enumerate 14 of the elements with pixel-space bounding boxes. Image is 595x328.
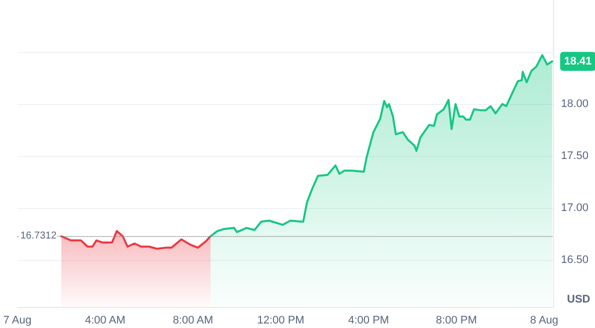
y-tick-label: 17.50 bbox=[561, 150, 589, 162]
y-axis-title: USD bbox=[567, 294, 590, 306]
x-tick-label: 7 Aug bbox=[3, 314, 32, 326]
x-tick-label: 8:00 AM bbox=[172, 314, 214, 326]
y-tick-label: 17.00 bbox=[561, 202, 589, 214]
x-tick-label: 4:00 PM bbox=[348, 314, 390, 326]
y-tick-label: 18.00 bbox=[561, 98, 589, 110]
x-tick-label: 4:00 AM bbox=[85, 314, 126, 326]
annotation: 18.41 bbox=[564, 55, 592, 68]
x-tick-label: 12:00 PM bbox=[257, 314, 304, 326]
ref-line-label: 16.7312 bbox=[20, 230, 57, 242]
x-tick-label: 8 Aug bbox=[530, 314, 558, 326]
x-tick-label: 8:00 PM bbox=[436, 314, 477, 326]
y-tick-label: 16.50 bbox=[561, 254, 589, 266]
